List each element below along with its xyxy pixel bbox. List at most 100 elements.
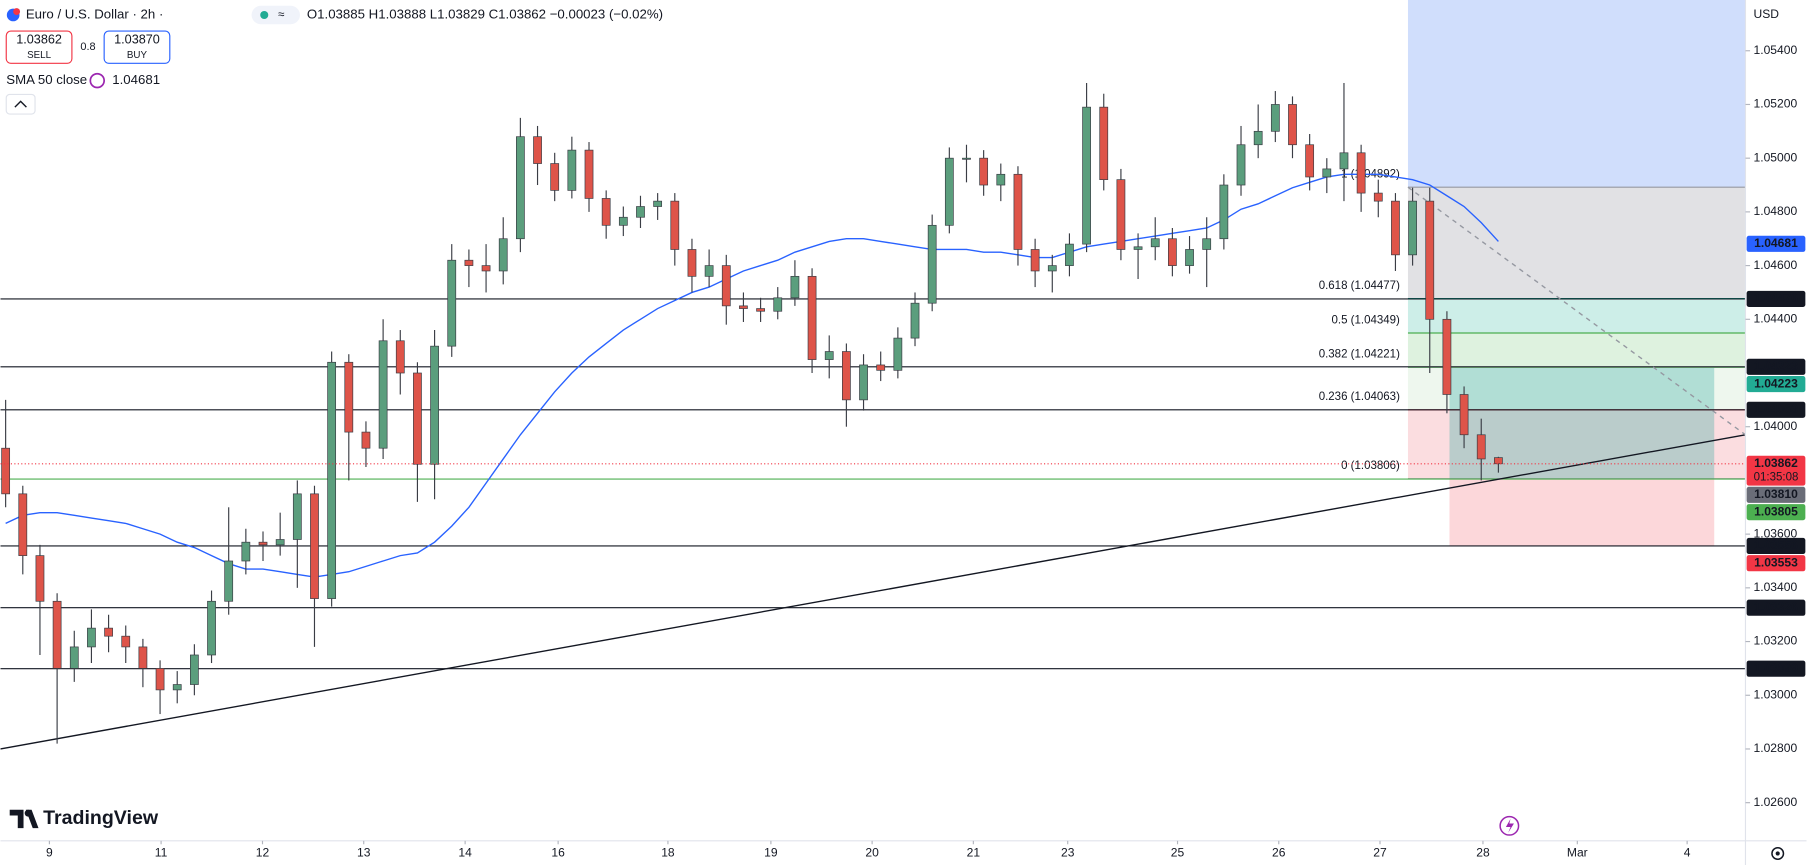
y-tick-label: 1.04000 [1754, 419, 1798, 433]
candle-body [601, 198, 611, 226]
symbol-name: Euro / U.S. Dollar · 2h · [26, 6, 164, 21]
position-target-zone [1449, 366, 1715, 480]
candle-body [87, 627, 96, 648]
buy-price: 1.03870 [114, 33, 160, 47]
fib-zone [1407, 332, 1746, 368]
candle-body [1305, 144, 1315, 178]
spread: 0.8 [80, 41, 95, 53]
price-badge-label: 1.03862 [1754, 456, 1798, 470]
candle-body [533, 136, 542, 164]
x-tick-label: 12 [256, 846, 270, 860]
candle-body [1133, 246, 1143, 250]
price-badge-label: 1.04223 [1754, 376, 1798, 390]
indicator-name: SMA 50 close [6, 72, 87, 87]
candle-body [172, 684, 182, 691]
candle-body [1013, 173, 1023, 250]
price-badge [1746, 235, 1806, 252]
status-dot [260, 10, 269, 20]
indicator-icon[interactable] [89, 72, 106, 89]
x-tick-label: 14 [458, 846, 472, 860]
price-badge-label: 1.03553 [1754, 555, 1798, 569]
candle-body [361, 431, 371, 449]
y-tick-label: 1.03600 [1754, 526, 1798, 540]
collapse-icon [14, 100, 27, 108]
status-pill[interactable] [251, 5, 300, 25]
fib-level-label: 0.236 (1.04063) [1319, 391, 1400, 403]
settings-icon [1775, 851, 1780, 856]
settings-icon[interactable] [1771, 846, 1785, 860]
candle-body [344, 361, 354, 433]
candle-body [910, 302, 920, 339]
candle-body [721, 265, 731, 307]
candle-body [138, 646, 148, 669]
x-tick-label: Mar [1567, 846, 1588, 860]
candle-body [35, 555, 45, 602]
fib-zone [1407, 0, 1746, 188]
indicator-value: 1.04681 [112, 72, 160, 87]
ohlc-readout: O1.03885 H1.03888 L1.03829 C1.03862 −0.0… [307, 6, 663, 21]
candle-body [807, 275, 817, 360]
candle-body [893, 337, 903, 371]
price-badge [1746, 486, 1806, 503]
candle-body [1373, 192, 1383, 202]
price-badge-label: 1.03556 [1754, 538, 1798, 552]
candle-body [876, 364, 886, 371]
candle-body [962, 157, 971, 160]
candle-body [927, 224, 937, 304]
candle-body [516, 136, 525, 240]
fib-level-label: 0 (1.03806) [1341, 460, 1400, 472]
candle-body [327, 361, 337, 599]
candle-body [1442, 318, 1452, 395]
buy-button[interactable] [103, 30, 171, 64]
price-badge-label: 1.03805 [1754, 504, 1798, 518]
candle-body [1219, 184, 1229, 240]
candle-body [378, 340, 388, 449]
price-badge [1746, 376, 1806, 393]
collapse-button[interactable] [5, 93, 36, 115]
candle-body [1236, 144, 1246, 186]
symbol-flag [13, 8, 21, 15]
candle-body [413, 372, 422, 465]
candle-body [69, 646, 79, 669]
price-badge-label: 1.03099 [1754, 661, 1798, 675]
y-tick-label: 1.04400 [1754, 311, 1798, 325]
candle-body [224, 560, 234, 602]
candle-body [1322, 168, 1332, 178]
sell-label: SELL [27, 50, 51, 61]
price-badge [1746, 660, 1806, 677]
x-tick-label: 20 [865, 846, 879, 860]
x-tick-label: 16 [551, 846, 565, 860]
x-tick-label: 26 [1272, 846, 1286, 860]
y-tick-label: 1.05200 [1754, 97, 1798, 111]
candle-body [1065, 243, 1074, 266]
candle-body [275, 539, 285, 546]
price-badge-label: 1.03810 [1754, 487, 1798, 501]
price-badge-countdown: 01:35:08 [1754, 472, 1799, 484]
candle-body [464, 259, 474, 266]
candle-body [1202, 238, 1212, 250]
price-badge [1746, 401, 1806, 418]
status-icon: ≈ [278, 9, 284, 21]
candle-body [996, 173, 1006, 186]
sell-button[interactable] [5, 30, 73, 64]
candle-body [1270, 104, 1280, 132]
alert-icon[interactable] [1499, 815, 1520, 836]
y-tick-label: 1.03000 [1754, 687, 1798, 701]
alert-icon [1505, 818, 1514, 833]
candle-body [584, 149, 594, 199]
candle-body [670, 200, 680, 250]
trendline [0, 434, 1746, 750]
y-tick-label: 1.05400 [1754, 43, 1798, 57]
candle-body [207, 600, 216, 656]
price-badge [1746, 504, 1806, 521]
price-badge-label: 1.04223 [1754, 359, 1798, 373]
candle-body [1339, 152, 1349, 170]
price-badge [1746, 455, 1806, 486]
candle-body [1408, 200, 1417, 256]
x-tick-label: 4 [1684, 846, 1691, 860]
candle-body [567, 149, 577, 191]
x-tick-label: 23 [1061, 846, 1075, 860]
candle-body [1494, 457, 1503, 465]
